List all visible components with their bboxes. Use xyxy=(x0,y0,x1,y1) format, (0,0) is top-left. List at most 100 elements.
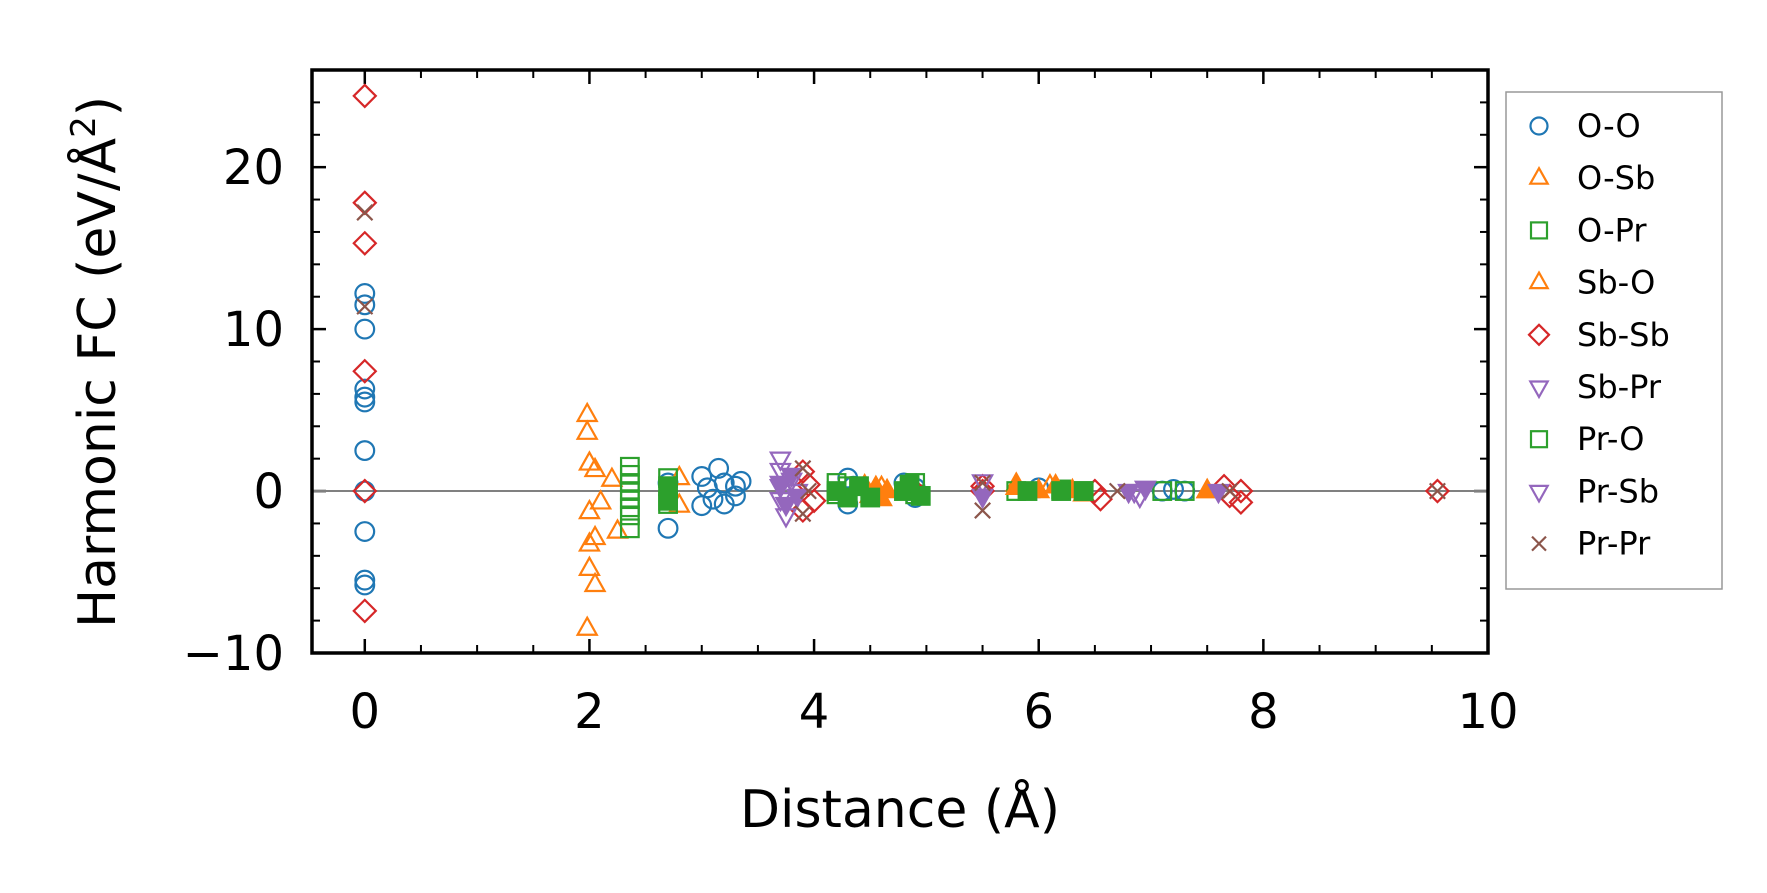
data-point xyxy=(583,456,607,478)
data-point xyxy=(354,283,376,304)
series-Pr-Sb xyxy=(768,467,1230,518)
data-point xyxy=(799,482,817,500)
data-point xyxy=(352,230,378,256)
legend-marker xyxy=(1531,535,1547,552)
legend-marker-stroke-b xyxy=(1531,535,1547,552)
data-point xyxy=(974,502,992,519)
y-tick-label: 20 xyxy=(223,140,284,196)
data-point xyxy=(354,386,376,408)
x-tick-labels: 0 2 4 6 8 10 xyxy=(350,684,1519,740)
x-tick-label: 2 xyxy=(574,684,605,740)
data-point xyxy=(575,615,599,636)
data-point-stroke-b xyxy=(1428,482,1446,500)
data-point xyxy=(1163,478,1184,500)
data-point xyxy=(724,485,746,507)
data-point xyxy=(702,488,724,510)
y-axis-title-close: ) xyxy=(68,96,128,116)
data-point-stroke-b xyxy=(1108,482,1126,500)
data-point xyxy=(667,464,691,486)
data-point xyxy=(1152,481,1173,501)
data-point xyxy=(583,524,607,546)
data-point xyxy=(354,378,376,400)
data-point xyxy=(794,459,812,477)
data-point xyxy=(619,518,640,539)
data-point xyxy=(577,555,601,576)
legend-label: O-Pr xyxy=(1577,211,1647,249)
data-point xyxy=(657,517,679,539)
data-point-stroke-b xyxy=(974,502,992,519)
legend-entry-O-Sb: O-Sb xyxy=(1528,159,1655,197)
series-Sb-Pr xyxy=(768,451,1152,529)
data-point-stroke-b xyxy=(356,204,374,221)
data-point xyxy=(1206,483,1230,505)
data-point-stroke-b xyxy=(1221,482,1239,500)
data-point xyxy=(794,505,812,523)
data-point xyxy=(713,472,735,494)
x-tick-label: 10 xyxy=(1457,684,1518,740)
data-point xyxy=(352,83,378,109)
data-point-stroke-b xyxy=(356,297,374,315)
data-point xyxy=(1424,478,1451,504)
data-point xyxy=(352,598,378,624)
y-tick-label: 10 xyxy=(223,302,284,358)
data-point xyxy=(583,571,607,593)
legend-entry-Pr-Pr: Pr-Pr xyxy=(1531,525,1651,563)
data-point-stroke-b xyxy=(799,482,817,500)
data-point-stroke-b xyxy=(974,474,992,492)
data-point xyxy=(1221,482,1239,500)
data-point xyxy=(352,478,378,504)
data-point xyxy=(606,518,629,539)
data-point xyxy=(1117,483,1141,505)
data-point xyxy=(577,498,601,520)
data-point xyxy=(1428,482,1446,500)
legend-marker xyxy=(1528,165,1550,185)
data-point xyxy=(691,466,713,487)
legend-marker xyxy=(1528,484,1550,504)
data-point xyxy=(1051,481,1072,501)
data-point xyxy=(730,470,752,492)
data-point xyxy=(575,419,599,440)
x-tick-label: 4 xyxy=(799,684,830,740)
data-point xyxy=(354,480,376,502)
data-point xyxy=(860,487,881,508)
legend-marker xyxy=(1528,380,1550,400)
data-point xyxy=(768,475,792,497)
data-point xyxy=(354,391,376,413)
y-tick-labels: −10 0 10 20 xyxy=(183,140,284,682)
legend-label: Pr-O xyxy=(1577,420,1644,458)
data-point xyxy=(974,474,992,492)
data-point xyxy=(971,488,995,510)
data-point xyxy=(1017,481,1038,501)
legend-entry-O-O: O-O xyxy=(1529,107,1641,145)
data-point xyxy=(356,297,374,315)
data-point xyxy=(875,477,899,499)
series-Pr-O xyxy=(658,474,1094,511)
data-point xyxy=(1108,482,1126,500)
legend-entry-Sb-Pr: Sb-Pr xyxy=(1528,368,1662,406)
data-point xyxy=(354,574,376,596)
data-point xyxy=(708,457,730,479)
data-point xyxy=(724,475,746,497)
data-point-stroke-b xyxy=(794,459,812,477)
data-point xyxy=(971,474,995,495)
data-point xyxy=(600,466,624,487)
data-point xyxy=(1174,481,1195,501)
data-point xyxy=(1073,481,1094,501)
legend-label: O-Sb xyxy=(1577,159,1655,197)
data-point xyxy=(354,569,376,591)
data-point xyxy=(354,521,376,542)
legend-entry-Sb-O: Sb-O xyxy=(1528,264,1655,302)
data-point xyxy=(910,486,931,506)
x-axis-title: Distance (Å) xyxy=(740,778,1060,840)
y-tick-label: −10 xyxy=(183,626,284,682)
data-point-stroke-b xyxy=(794,505,812,523)
y-axis-title-main: Harmonic FC (eV/Å xyxy=(66,137,128,628)
data-point xyxy=(774,496,798,518)
legend-marker xyxy=(1529,116,1549,136)
data-point xyxy=(658,490,678,511)
legend-label: Pr-Pr xyxy=(1577,525,1651,563)
y-tick-label: 0 xyxy=(253,464,284,520)
legend-label: Sb-Pr xyxy=(1577,368,1662,406)
